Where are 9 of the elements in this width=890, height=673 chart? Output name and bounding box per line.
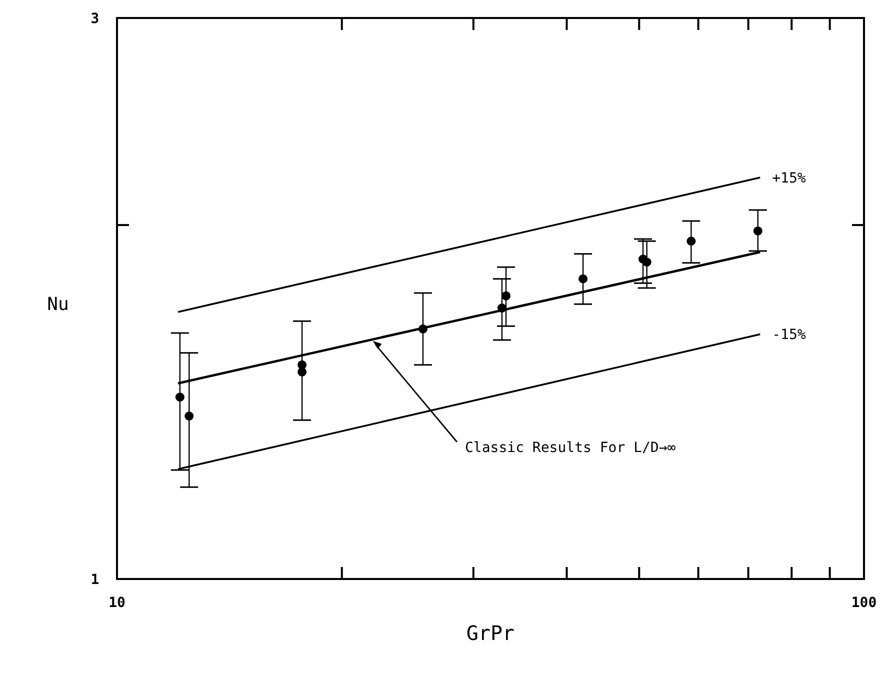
annotation: Classic Results For L/D→∞ [465,440,676,456]
series-label: +15% [772,170,806,187]
y-tick-label: 3 [90,11,100,27]
series-label: -15% [772,327,806,344]
x-axis-title: GrPr [466,621,515,645]
y-tick-label: 1 [90,572,100,588]
x-tick-label: 100 [851,595,877,611]
x-tick-label: 10 [108,595,126,611]
y-axis-title: Nu [47,294,69,315]
